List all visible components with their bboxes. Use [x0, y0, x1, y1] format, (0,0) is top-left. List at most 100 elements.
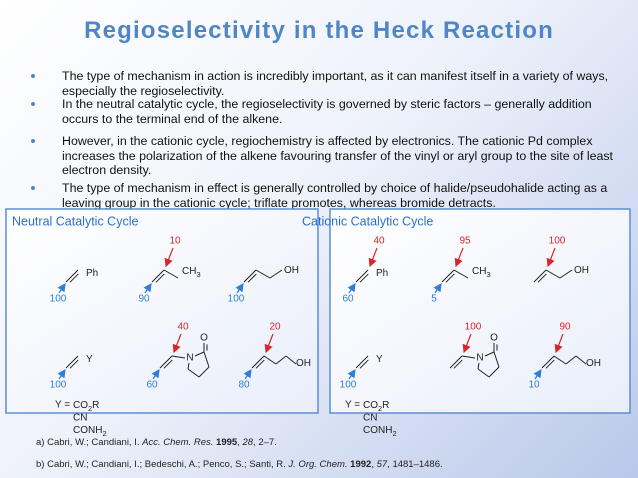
- selectivity-arrow: [462, 333, 472, 354]
- bond: [285, 355, 297, 365]
- reference-part: 1995: [213, 437, 238, 448]
- bond: [151, 269, 165, 283]
- selectivity-arrow: [433, 283, 442, 294]
- terminal-selectivity: 60: [342, 294, 354, 305]
- bond: [275, 355, 287, 365]
- bond: [198, 366, 210, 378]
- bullet-text: The type of mechanism in effect is gener…: [62, 181, 608, 210]
- bond: [69, 273, 79, 283]
- substituent-label: OH: [296, 358, 311, 369]
- bond: [355, 355, 369, 369]
- bond: [537, 273, 547, 283]
- selectivity-arrow: [454, 247, 464, 268]
- bond: [65, 269, 79, 283]
- bond: [445, 273, 455, 283]
- terminal-selectivity: 5: [431, 294, 437, 305]
- selectivity-arrow: [57, 283, 66, 294]
- bond: [69, 359, 79, 369]
- selectivity-arrow: [143, 283, 152, 294]
- reference-part: Acc. Chem. Res.: [142, 437, 214, 448]
- bond: [545, 359, 555, 369]
- bond: [453, 269, 469, 279]
- y-definition-label: Y =: [55, 400, 70, 411]
- terminal-selectivity: 90: [138, 294, 150, 305]
- bond: [359, 359, 369, 369]
- bond: [171, 355, 186, 359]
- y-option: CN: [73, 412, 87, 423]
- substituent-label: OH: [586, 358, 601, 369]
- terminal-selectivity: 80: [238, 380, 250, 391]
- bond: [163, 359, 173, 369]
- bond: [559, 269, 573, 279]
- selectivity-arrow: [57, 369, 66, 380]
- reference-part: 1992: [347, 459, 372, 470]
- bond: [163, 269, 179, 279]
- bullet-dot: [31, 139, 35, 143]
- selectivity-arrow: [554, 333, 564, 354]
- bullet-dot: [31, 102, 35, 106]
- reference-part: 28: [242, 437, 254, 448]
- reference-part: ,: [371, 459, 377, 470]
- bullet-text: The type of mechanism in action is incre…: [62, 69, 609, 98]
- bond: [247, 273, 257, 283]
- internal-selectivity: 100: [465, 322, 482, 333]
- bond: [194, 351, 205, 357]
- bond: [545, 269, 561, 279]
- slide-title: Regioselectivity in the Heck Reaction: [84, 17, 554, 44]
- bond: [493, 351, 500, 368]
- reference-part: ,: [237, 437, 243, 448]
- bullet: The type of mechanism in effect is gener…: [31, 181, 622, 210]
- bond: [255, 359, 265, 369]
- terminal-selectivity: 10: [528, 380, 540, 391]
- bond: [187, 362, 190, 370]
- bond: [355, 269, 369, 283]
- terminal-selectivity: 100: [340, 380, 357, 391]
- atom-label: O: [200, 333, 208, 344]
- bond: [243, 269, 257, 283]
- panel-box: [5, 208, 319, 414]
- bond: [255, 269, 271, 279]
- substituent-label: OH: [574, 265, 589, 276]
- y-definition-label: Y =: [345, 400, 360, 411]
- terminal-selectivity: 60: [146, 380, 158, 391]
- bond: [159, 355, 173, 369]
- bond: [203, 351, 210, 368]
- selectivity-arrow: [235, 283, 244, 294]
- bond: [488, 366, 500, 378]
- reference-part: 57: [376, 459, 388, 470]
- atom-label: O: [490, 333, 498, 344]
- bond: [65, 355, 79, 369]
- selectivity-arrow: [347, 369, 356, 380]
- bullet: However, in the cationic cycle, regioche…: [31, 134, 622, 178]
- reference: b) Cabri, W.; Candiani, I.; Bedeschi, A.…: [36, 459, 443, 470]
- y-option: CO2R: [363, 400, 389, 414]
- bond: [269, 269, 283, 279]
- internal-selectivity: 100: [549, 236, 566, 247]
- bond: [263, 355, 277, 365]
- selectivity-arrow: [172, 333, 182, 354]
- bond: [533, 269, 547, 283]
- terminal-selectivity: 100: [50, 294, 67, 305]
- terminal-selectivity: 100: [228, 294, 245, 305]
- bond: [251, 355, 265, 369]
- atom-label: N: [186, 353, 193, 364]
- selectivity-arrow: [164, 247, 174, 268]
- bond: [477, 362, 480, 370]
- bond: [477, 368, 490, 378]
- selectivity-arrow: [264, 333, 274, 354]
- bullet-dot: [31, 186, 35, 190]
- substituent-label: Ph: [376, 268, 388, 279]
- bond: [453, 359, 463, 369]
- panel-title: Cationic Catalytic Cycle: [302, 214, 433, 228]
- internal-selectivity: 40: [373, 236, 385, 247]
- internal-selectivity: 20: [269, 322, 281, 333]
- bond: [461, 355, 476, 359]
- bullet-text: However, in the cationic cycle, regioche…: [62, 134, 614, 178]
- reference-part: , 2–7.: [253, 437, 277, 448]
- internal-selectivity: 10: [169, 236, 181, 247]
- substituent-label: Y: [376, 354, 383, 365]
- substituent-label: CH3: [182, 266, 201, 280]
- selectivity-arrow: [347, 283, 356, 294]
